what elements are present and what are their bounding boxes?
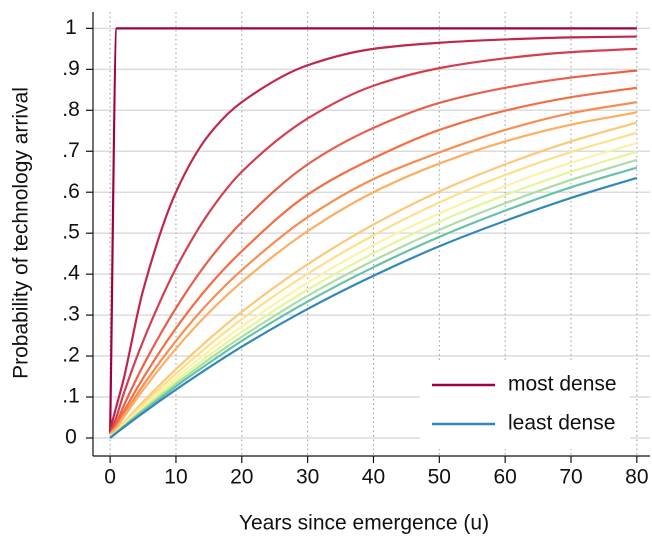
y-tick-label: .4: [62, 262, 80, 285]
y-tick-label: .1: [62, 385, 80, 408]
x-tick-label: 50: [428, 466, 451, 489]
data-line: [109, 101, 638, 435]
data-line: [109, 69, 637, 435]
y-tick-label: .3: [62, 303, 80, 326]
y-tick-label: 1: [65, 16, 77, 39]
x-tick-label: 20: [230, 466, 253, 489]
data-line: [109, 111, 638, 435]
data-line: [109, 86, 637, 435]
data-line: [109, 35, 637, 431]
legend-label: least dense: [508, 412, 615, 435]
y-tick-label: .9: [62, 57, 80, 80]
x-tick-label: 80: [625, 466, 648, 489]
y-tick-label: .5: [62, 221, 80, 244]
y-tick-label: .6: [62, 180, 80, 203]
x-tick-label: 10: [164, 466, 187, 489]
x-axis-label: Years since emergence (u): [239, 512, 489, 535]
legend-label: most dense: [508, 373, 617, 396]
x-tick-label: 40: [362, 466, 385, 489]
y-axis-label: Probability of technology arrival: [10, 87, 33, 379]
x-tick-label: 0: [104, 466, 116, 489]
y-tick-label: .8: [62, 98, 80, 121]
data-line: [109, 27, 637, 434]
x-tick-label: 30: [296, 466, 319, 489]
data-line: [109, 176, 638, 439]
y-tick-label: .2: [62, 344, 80, 367]
x-tick-label: 60: [493, 466, 516, 489]
y-tick-label: 0: [65, 426, 77, 449]
x-tick-label: 70: [559, 466, 582, 489]
data-line: [109, 47, 637, 435]
y-tick-label: .7: [62, 139, 80, 162]
legend-box: [420, 361, 630, 449]
